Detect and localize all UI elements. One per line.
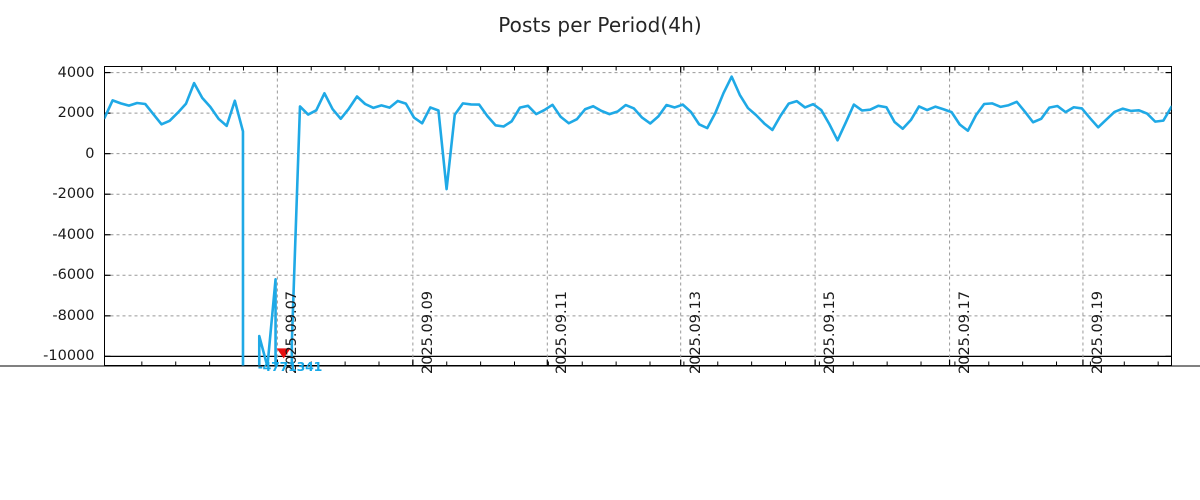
x-tick-label: 2025.09.17 — [956, 290, 973, 374]
y-tick-label: -8000 — [52, 307, 95, 324]
x-tick-label: 2025.09.15 — [822, 290, 839, 374]
x-tick-label: 2025.09.09 — [419, 290, 436, 374]
y-tick-label: -10000 — [43, 348, 95, 365]
min-value-marker-triangle-down-icon — [276, 348, 291, 359]
y-tick-label: -6000 — [52, 267, 95, 284]
y-tick-label: 0 — [85, 145, 95, 162]
chart-title: Posts per Period(4h) — [498, 13, 702, 37]
data-series-layer — [104, 75, 1172, 366]
data-line-posts-per-period — [104, 75, 1172, 366]
y-tick-label: 4000 — [57, 64, 95, 81]
x-tick-label: 2025.09.11 — [554, 290, 571, 374]
y-tick-label: -2000 — [52, 186, 95, 203]
x-tick-label: 2025.09.13 — [687, 290, 704, 374]
plot-frame — [104, 66, 1172, 366]
annotation-min-value-label: -4771341 — [257, 359, 323, 375]
x-tick-label: 2025.09.19 — [1089, 290, 1106, 374]
annotation-marker-layer — [276, 348, 291, 359]
y-tick-label: 2000 — [57, 105, 95, 122]
y-tick-label: -4000 — [52, 226, 95, 243]
